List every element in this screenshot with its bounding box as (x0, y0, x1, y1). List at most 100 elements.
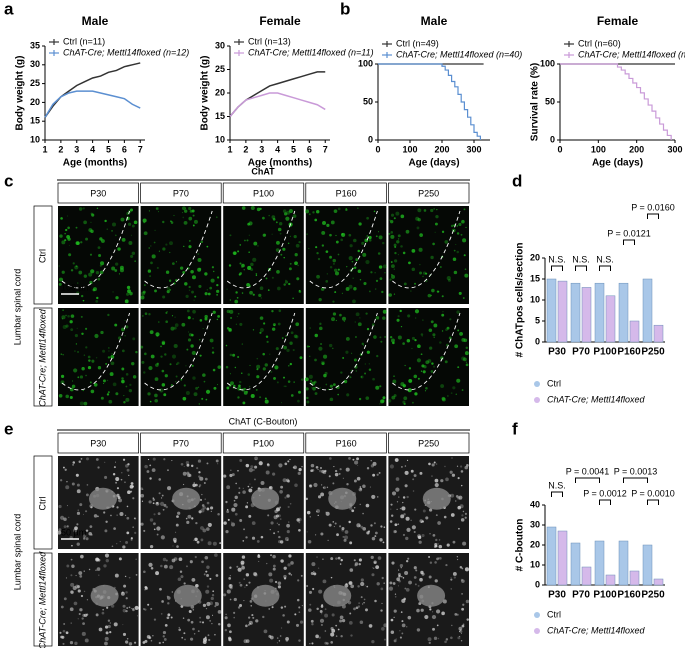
micrograph-texture (106, 379, 109, 382)
micrograph-texture (376, 473, 379, 476)
micrograph-texture (450, 577, 452, 579)
micrograph-texture (458, 222, 462, 227)
micrograph-texture (169, 251, 171, 254)
micrograph-texture (308, 590, 313, 594)
micrograph-texture (465, 599, 470, 604)
micrograph-texture (414, 309, 420, 314)
micrograph-texture (286, 210, 291, 215)
micrograph-texture (335, 635, 338, 637)
x-tick-label: 300 (667, 144, 682, 154)
micrograph-texture (72, 464, 74, 466)
micrograph-texture (462, 238, 467, 243)
micrograph-texture (226, 327, 230, 330)
micrograph-texture (93, 382, 98, 387)
micrograph-texture (461, 219, 465, 224)
micrograph-texture (96, 567, 101, 571)
micrograph-texture (100, 396, 104, 400)
micrograph (305, 308, 387, 406)
micrograph-texture (309, 327, 311, 329)
micrograph-texture (405, 559, 409, 563)
row-label: Ctrl (37, 497, 47, 511)
micrograph-texture (182, 483, 185, 486)
micrograph-texture (245, 639, 250, 643)
micrograph-texture (428, 328, 433, 333)
micrograph-texture (255, 619, 259, 623)
micrograph-texture (194, 295, 197, 298)
micrograph-texture (310, 463, 315, 468)
micrograph-texture (452, 386, 456, 390)
micrograph-texture (106, 228, 108, 230)
micrograph-texture (354, 321, 356, 323)
micrograph-texture (432, 242, 435, 246)
panel-letter: e (4, 419, 13, 438)
micrograph-texture (411, 267, 416, 272)
micrograph-texture (63, 466, 65, 469)
micrograph-texture (162, 630, 167, 635)
micrograph-texture (413, 566, 417, 570)
micrograph-texture (457, 329, 460, 332)
micrograph-texture (316, 510, 318, 513)
micrograph-texture (382, 396, 386, 400)
micrograph-texture (450, 578, 453, 581)
micrograph-texture (361, 241, 365, 245)
micrograph-texture (318, 297, 322, 302)
micrograph-texture (405, 229, 410, 234)
micrograph-texture (110, 354, 115, 359)
micrograph-texture (115, 296, 119, 300)
micrograph-texture (359, 279, 362, 281)
micrograph-texture (190, 637, 194, 641)
micrograph-texture (333, 268, 338, 273)
micrograph-texture (320, 360, 325, 365)
micrograph-texture (104, 553, 110, 558)
micrograph-texture (233, 384, 236, 388)
micrograph-texture (250, 262, 254, 267)
micrograph-texture (282, 614, 285, 617)
micrograph-texture (188, 610, 192, 614)
micrograph-texture (68, 253, 72, 257)
micrograph-texture (142, 290, 146, 294)
micrograph-texture (424, 614, 429, 620)
micrograph-texture (465, 361, 468, 363)
micrograph-texture (457, 366, 460, 369)
micrograph-texture (136, 615, 138, 617)
micrograph-texture (58, 504, 62, 509)
micrograph-texture (193, 482, 195, 484)
micrograph-texture (158, 641, 161, 645)
panel-letter: d (512, 171, 522, 190)
micrograph-texture (126, 285, 131, 290)
micrograph-texture (247, 222, 251, 226)
micrograph-texture (445, 477, 449, 482)
micrograph-texture (101, 611, 105, 615)
micrograph-texture (322, 486, 326, 490)
micrograph-cell (251, 584, 280, 607)
micrograph-texture (84, 638, 89, 643)
micrograph-texture (70, 558, 73, 561)
micrograph-texture (123, 395, 125, 397)
micrograph-texture (362, 527, 367, 531)
micrograph-texture (393, 268, 395, 270)
micrograph-texture (228, 637, 232, 642)
micrograph-cell (251, 487, 280, 510)
micrograph-texture (166, 290, 170, 294)
micrograph-texture (97, 515, 99, 518)
micrograph-texture (297, 399, 300, 403)
micrograph-texture (417, 344, 421, 349)
micrograph-texture (254, 573, 258, 577)
micrograph-texture (236, 316, 238, 318)
micrograph-texture (64, 239, 67, 242)
micrograph-texture (337, 556, 341, 560)
legend-label: ChAT-Cre; Mettl14floxed (n=11) (248, 47, 374, 57)
micrograph-texture (402, 496, 406, 499)
micrograph-texture (152, 498, 156, 501)
micrograph-texture (373, 210, 376, 213)
micrograph-texture (251, 486, 253, 489)
micrograph-texture (391, 491, 397, 496)
micrograph-texture (237, 356, 240, 359)
micrograph-texture (65, 485, 70, 490)
micrograph-texture (259, 207, 262, 211)
micrograph-texture (321, 362, 325, 366)
micrograph-texture (207, 292, 211, 296)
micrograph-texture (465, 363, 469, 367)
micrograph-texture (185, 460, 190, 465)
micrograph-texture (133, 220, 138, 225)
